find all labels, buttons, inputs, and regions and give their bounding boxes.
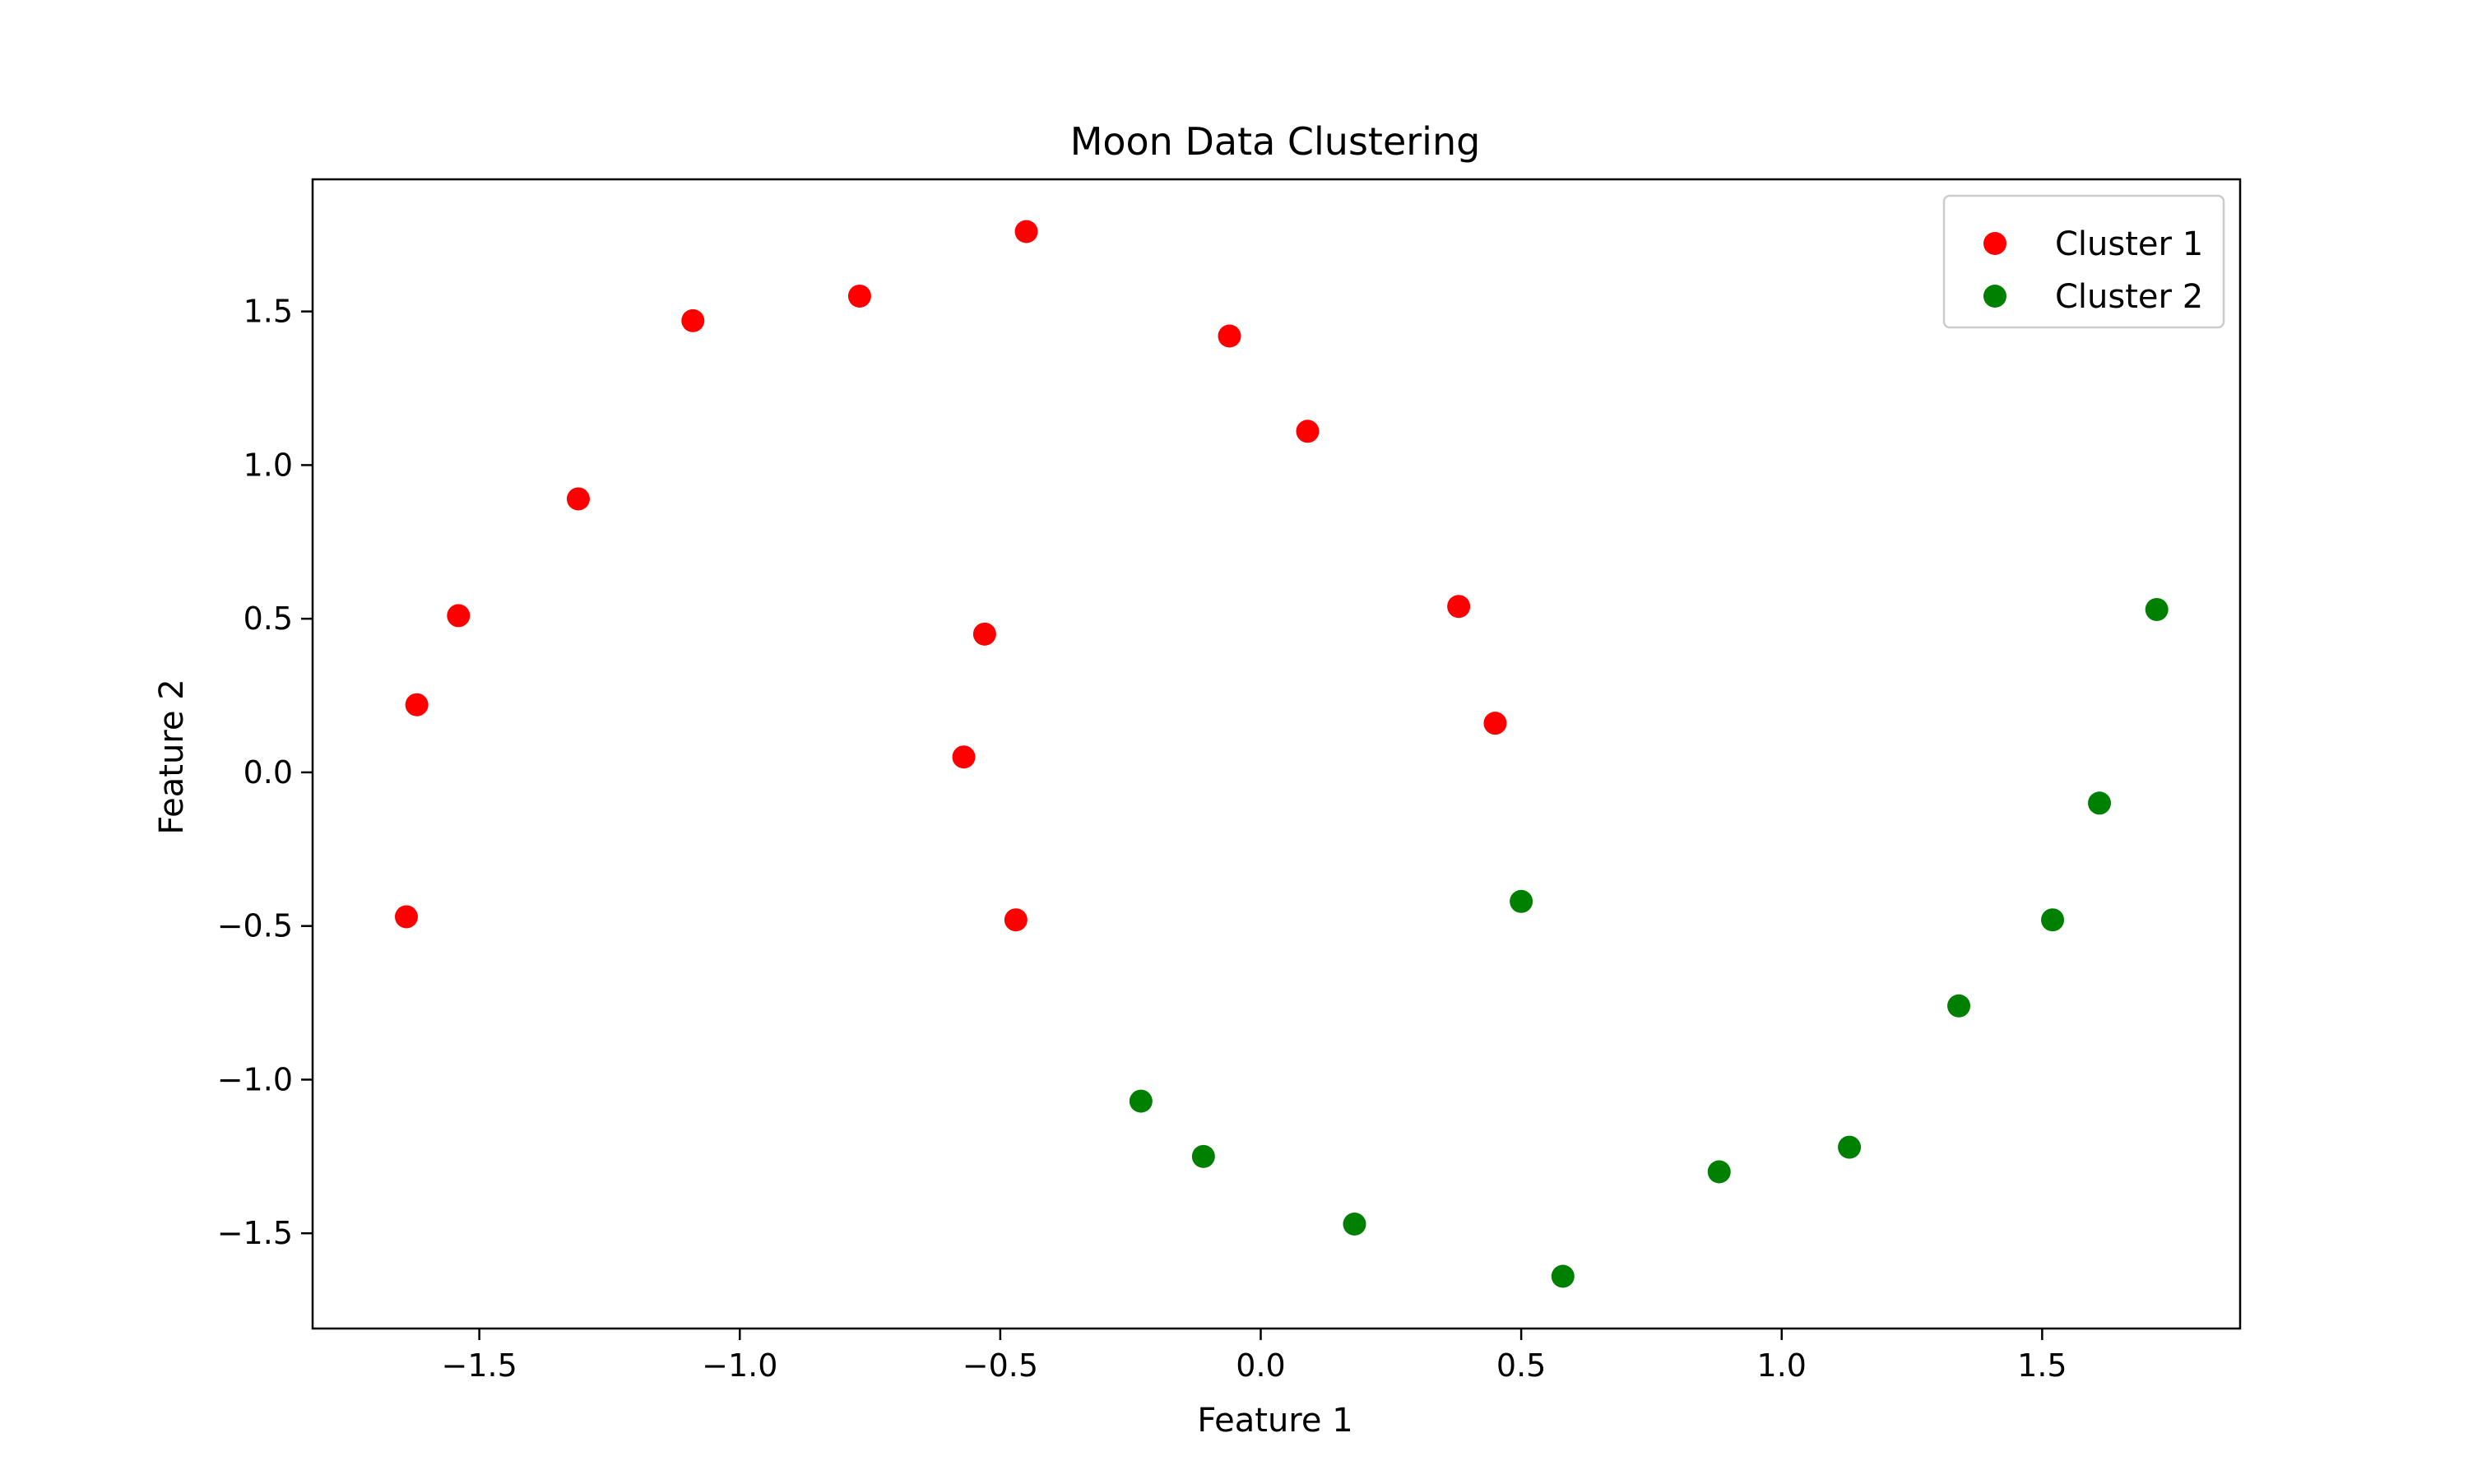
data-point-cluster-2 [1191,1144,1215,1168]
data-point-cluster-2 [2088,791,2112,815]
data-point-cluster-1 [1004,908,1028,932]
data-point-cluster-1 [1014,220,1038,243]
legend-marker-cluster-2 [1983,285,2006,308]
x-tick-label: 0.5 [1496,1347,1546,1384]
data-point-cluster-1 [1296,420,1320,443]
data-point-cluster-2 [1129,1089,1153,1113]
y-tick-label: −0.5 [217,908,293,944]
data-point-cluster-1 [847,284,871,308]
data-point-cluster-1 [566,487,590,511]
x-tick-label: 1.0 [1757,1347,1807,1384]
data-point-cluster-2 [1947,994,1971,1018]
x-tick-label: −1.0 [702,1347,777,1384]
y-tick-label: −1.0 [217,1061,293,1097]
data-point-cluster-2 [1551,1264,1575,1288]
data-point-cluster-1 [1218,324,1241,348]
data-point-cluster-1 [447,604,471,628]
legend-box [1942,194,2225,329]
data-point-cluster-1 [681,308,705,332]
chart-title: Moon Data Clustering [1070,119,1481,164]
x-tick-label: 0.0 [1236,1347,1285,1384]
data-point-cluster-1 [1483,712,1507,735]
data-point-cluster-1 [405,693,429,716]
legend-label-cluster-1: Cluster 1 [2055,225,2203,263]
y-tick-label: 1.5 [244,294,293,330]
y-tick-label: 0.5 [244,601,293,637]
x-tick-label: 1.5 [2017,1347,2067,1384]
data-point-cluster-1 [952,745,976,769]
plot-layer: −1.5 −1.0 −0.5 0.0 0.5 1.0 1.5 −1.5 −1.0 −0.5 0.0 0… [217,178,2242,1384]
data-point-cluster-2 [1343,1213,1366,1236]
data-point-cluster-2 [2041,908,2065,932]
y-tick-label: 1.0 [244,447,293,483]
plot-frame [311,178,2242,1330]
legend-label-cluster-2: Cluster 2 [2055,278,2203,316]
y-tick-label: 0.0 [244,754,293,791]
y-axis-label: Feature 2 [153,679,191,834]
data-point-cluster-2 [1510,889,1533,913]
x-axis-label: Feature 1 [1197,1402,1352,1440]
x-tick-label: −0.5 [963,1347,1038,1384]
legend-marker-cluster-1 [1983,232,2006,255]
data-point-cluster-2 [1838,1135,1862,1159]
x-tick-label: −1.5 [441,1347,517,1384]
y-tick-label: −1.5 [217,1215,293,1251]
data-point-cluster-1 [972,622,996,646]
data-point-cluster-1 [394,905,418,929]
data-point-cluster-2 [2145,597,2169,621]
data-point-cluster-2 [1707,1160,1731,1184]
data-point-cluster-1 [1447,595,1471,619]
